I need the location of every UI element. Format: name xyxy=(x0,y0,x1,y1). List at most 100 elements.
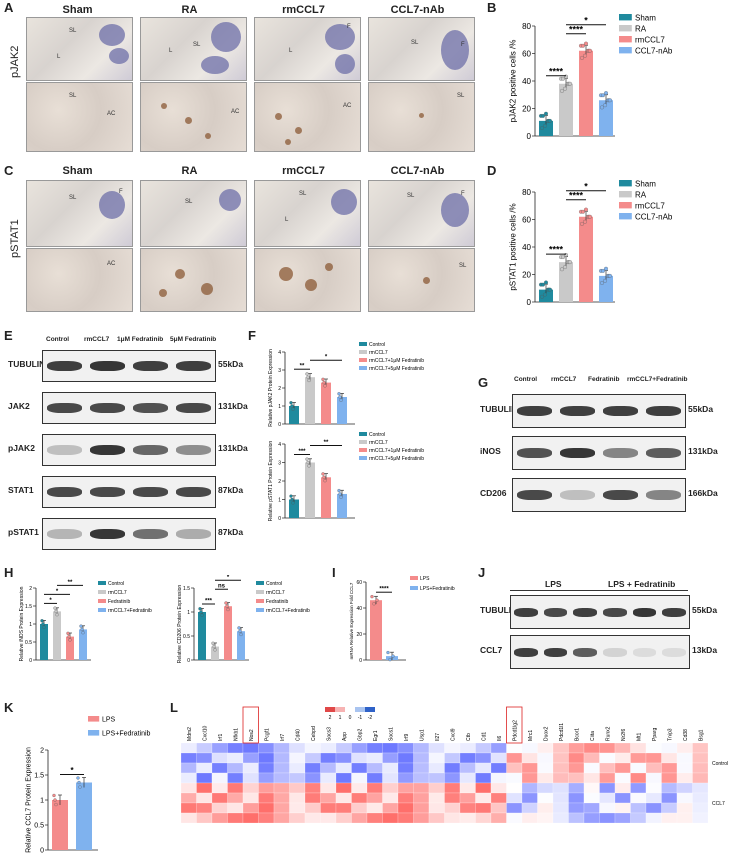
y-tick-label: 0 xyxy=(359,658,362,664)
bar-rmccl7 xyxy=(53,611,61,660)
legend-label: Fedratinib xyxy=(266,599,288,605)
heatmap-cell xyxy=(258,772,275,784)
data-point xyxy=(600,105,604,110)
data-point xyxy=(66,631,70,635)
sig-label: * xyxy=(56,589,59,595)
data-point xyxy=(339,495,343,499)
bar-rmccl7 xyxy=(305,377,315,424)
heatmap-cell xyxy=(289,762,306,774)
heatmap-cell xyxy=(676,782,693,794)
wb-row-label: STAT1 xyxy=(8,485,34,495)
y-tick-label: 40 xyxy=(356,606,362,612)
data-point xyxy=(338,492,342,496)
heatmap-cell xyxy=(258,742,275,754)
ihc-image-c-sham-high: AC xyxy=(26,248,133,312)
bar-control xyxy=(40,624,48,660)
data-point xyxy=(568,81,572,86)
sig-label: ** xyxy=(300,364,305,370)
data-point xyxy=(55,613,59,617)
wb-band xyxy=(513,607,538,617)
data-point xyxy=(561,255,565,260)
heatmap-cell xyxy=(490,742,507,754)
y-tick-label: 4 xyxy=(278,350,281,356)
heatmap-cell xyxy=(676,812,693,824)
data-point xyxy=(291,501,295,505)
marker-label-pstat1: pSTAT1 xyxy=(9,219,21,258)
sig-label: * xyxy=(70,766,74,775)
data-point xyxy=(370,595,374,599)
label-ac: AC xyxy=(107,111,116,117)
legend-swatch xyxy=(88,716,100,722)
heatmap-cell xyxy=(428,752,445,764)
heatmap-cell xyxy=(320,762,337,774)
heatmap-cell xyxy=(661,812,678,824)
heatmap-cell xyxy=(521,772,538,784)
y-tick-label: 40 xyxy=(522,77,531,86)
heatmap-cell xyxy=(304,812,321,824)
legend-label: rmCCL7 xyxy=(266,590,285,596)
label-sl: SL xyxy=(185,199,193,205)
heatmap-cell xyxy=(661,742,678,754)
y-tick-label: 0 xyxy=(527,298,532,307)
highlight-box xyxy=(506,706,523,744)
heatmap-cell xyxy=(490,792,507,804)
y-tick-label: 1 xyxy=(29,622,32,628)
heatmap-cell xyxy=(180,742,197,754)
gene-label: Pcgf1 xyxy=(264,728,270,741)
heatmap-cell xyxy=(645,762,662,774)
y-axis-label: Relative pJAK2 Protein Expression xyxy=(268,349,274,427)
heatmap-cell xyxy=(351,772,368,784)
heatmap-cell xyxy=(645,772,662,784)
heatmap-cell xyxy=(583,812,600,824)
gene-label: Mt1 xyxy=(636,732,642,741)
heatmap-cell xyxy=(676,802,693,814)
heatmap-cell xyxy=(444,792,461,804)
gene-label: Cd1 xyxy=(481,732,487,741)
y-tick-label: 80 xyxy=(522,22,531,31)
data-point xyxy=(560,88,564,93)
heatmap-cell xyxy=(413,762,430,774)
heatmap-cell xyxy=(614,802,631,814)
panel-label-i: I xyxy=(332,565,336,580)
panel-label-l: L xyxy=(170,700,178,715)
bar-rmccl7 xyxy=(305,462,315,518)
data-point xyxy=(548,118,552,123)
wb-strip xyxy=(42,350,216,382)
gene-label: Pparg xyxy=(652,727,658,741)
label-sl: SL xyxy=(69,28,77,34)
data-point xyxy=(79,624,83,628)
legend-swatch xyxy=(359,448,367,452)
gene-label: Nr2f6 xyxy=(621,729,627,741)
data-point xyxy=(543,123,547,128)
data-point xyxy=(307,378,311,383)
gene-label: Cd40 xyxy=(295,729,301,741)
scale-tick: 1 xyxy=(339,715,342,721)
heatmap-cell xyxy=(444,742,461,754)
heatmap-cell xyxy=(599,812,616,824)
heatmap-cell xyxy=(428,782,445,794)
data-point xyxy=(323,384,327,388)
chart-f-pstat1: 0 1 2 3 4 Relative pSTAT1 Protein Expression *… xyxy=(268,432,424,522)
legend-swatch xyxy=(410,586,418,590)
scale-tick: 2 xyxy=(329,715,332,721)
heatmap-cell xyxy=(335,802,352,814)
heatmap-cell xyxy=(382,742,399,754)
heatmap-cell xyxy=(444,802,461,814)
panel-label-c: C xyxy=(4,163,14,178)
gene-label: Socs1 xyxy=(388,727,394,741)
wb-strip xyxy=(512,436,686,470)
data-point xyxy=(41,622,45,626)
legend-swatch xyxy=(256,608,264,612)
data-point xyxy=(588,214,592,219)
chart-h-inos: 0 0.5 1 1.5 2 Relative iNOS Protein Expressio… xyxy=(19,580,152,664)
wb-band xyxy=(662,647,687,657)
heatmap-cell xyxy=(444,752,461,764)
legend-label: Fedratinib xyxy=(108,599,130,605)
chart-k: 0 0.5 1 1.5 2 Relative CCL7 Protein Expressio… xyxy=(26,716,151,854)
ihc-image-c-ra-high xyxy=(140,248,247,312)
sig-label: **** xyxy=(549,66,564,76)
y-axis-label: Relative CD206 Protein Expression xyxy=(177,585,183,664)
data-point xyxy=(290,497,294,502)
y-axis-label: Relative pSTAT1 Protein Expression xyxy=(268,441,274,522)
